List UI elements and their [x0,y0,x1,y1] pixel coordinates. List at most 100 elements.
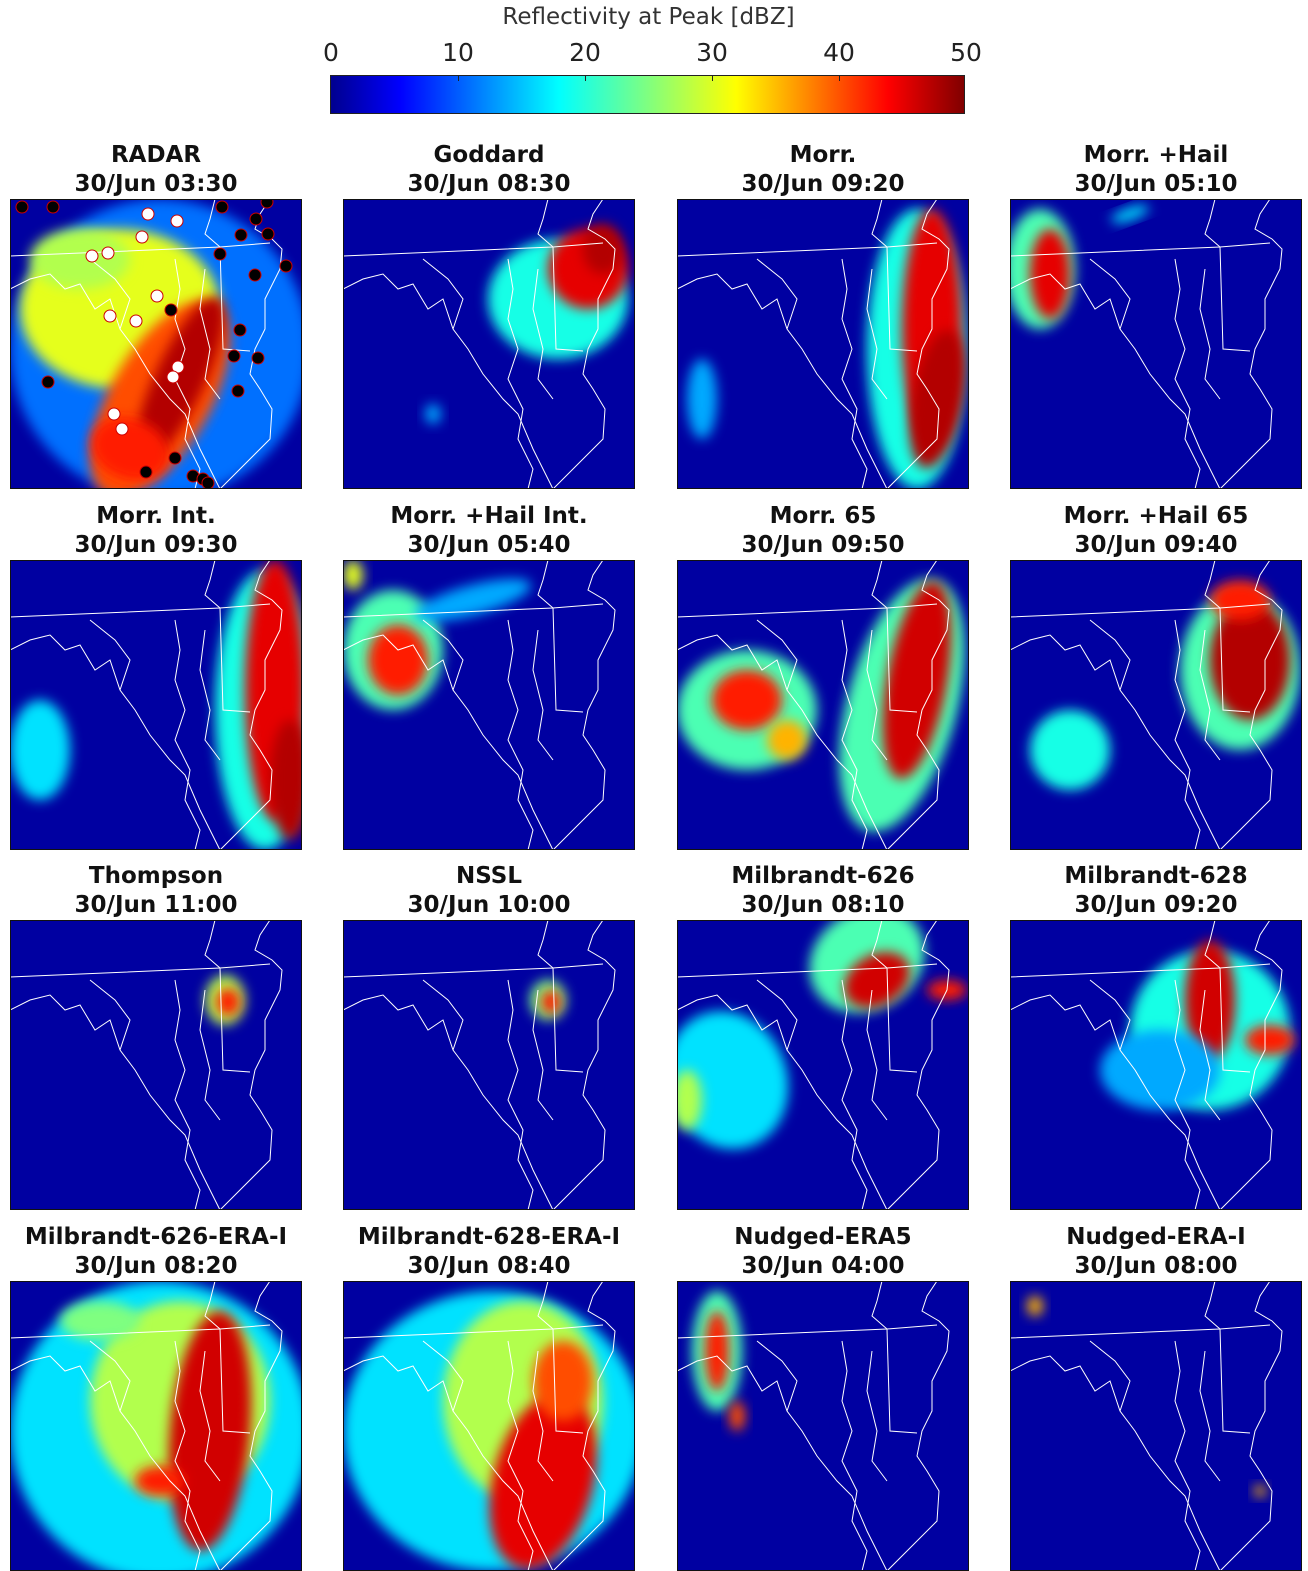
map-panel: Goddard 30/Jun 08:30 [343,142,635,489]
state-boundary [1219,1281,1283,1571]
panel-time: 30/Jun 04:00 [741,1253,905,1279]
wind-report-marker [227,349,241,363]
state-boundary [871,199,888,248]
state-boundary [199,629,221,761]
reflectivity-area [1100,1030,1220,1110]
wind-report-marker [139,465,153,479]
panel-name: Nudged-ERA-I [1066,1224,1246,1250]
state-boundary [199,1350,221,1482]
map-panel: Milbrandt-628 30/Jun 09:20 [1010,863,1302,1210]
panel-name: Morr. [789,142,857,168]
map-frame [1010,560,1302,850]
state-boundary [422,619,464,691]
state-boundary [10,634,221,850]
state-boundary [174,619,201,850]
map-panel: Thompson 30/Jun 11:00 [10,863,302,1210]
panel-title: Goddard 30/Jun 08:30 [323,141,655,199]
state-boundary [1089,979,1131,1051]
state-boundary [1089,1340,1131,1412]
map-frame [677,560,969,850]
panel-name: Nudged-ERA5 [734,1224,912,1250]
map-frame [1010,199,1302,489]
panel-title: Milbrandt-626 30/Jun 08:10 [657,862,989,920]
panel-title: RADAR 30/Jun 03:30 [0,141,322,199]
state-boundary [1199,268,1221,400]
state-boundary [343,634,554,850]
colorbar-tick-label: 10 [442,38,474,67]
reflectivity-area [414,578,532,622]
state-boundary [756,979,798,1051]
state-boundary [871,1281,888,1330]
panel-time: 30/Jun 08:30 [407,171,571,197]
map-panel: Milbrandt-628-ERA-I 30/Jun 08:40 [343,1224,635,1571]
reflectivity-map [677,199,969,489]
colorbar-tick-label: 0 [323,38,339,67]
panel-title: Milbrandt-626-ERA-I 30/Jun 08:20 [0,1223,322,1281]
reflectivity-area [135,296,225,462]
state-boundary [219,246,251,352]
state-boundary [89,258,131,330]
reflectivity-area [705,1311,729,1391]
state-boundary [219,967,251,1073]
panel-time: 30/Jun 08:10 [741,892,905,918]
map-frame [10,920,302,1210]
map-panel: Morr. +Hail 65 30/Jun 09:40 [1010,503,1302,850]
state-boundary [507,979,534,1210]
state-boundary [219,607,251,713]
state-boundary [886,1328,918,1434]
reflectivity-area [1210,580,1270,620]
panel-name: Milbrandt-628 [1064,863,1248,889]
panel-time: 30/Jun 09:30 [74,532,238,558]
panel-time: 30/Jun 08:00 [1074,1253,1238,1279]
reflectivity-map [1010,560,1302,850]
state-boundary [1204,199,1221,248]
state-boundary [1219,246,1251,352]
panel-title: Morr. 65 30/Jun 09:50 [657,502,989,560]
state-boundary [552,967,584,1073]
reflectivity-area [541,990,561,1014]
state-boundary [1174,258,1201,489]
hail-report-marker [107,407,121,421]
state-boundary [219,920,283,1210]
panel-time: 30/Jun 09:50 [741,532,905,558]
state-boundary [174,1340,201,1571]
panel-time: 30/Jun 05:10 [1074,171,1238,197]
state-boundary [871,560,888,609]
state-boundary [537,560,554,609]
state-boundary [1204,560,1221,609]
state-boundary [219,199,283,489]
state-boundary [507,619,534,850]
reflectivity-area [1030,710,1110,790]
panel-name: Milbrandt-626 [731,863,915,889]
panel-name: Morr. +Hail [1083,142,1229,168]
reflectivity-area [583,224,623,274]
state-boundary [507,1340,534,1571]
panel-name: Morr. +Hail Int. [390,503,588,529]
state-boundary [89,619,131,691]
reflectivity-map [677,920,969,1210]
map-panel: RADAR 30/Jun 03:30 [10,142,302,489]
state-boundary [886,246,918,352]
state-boundary [841,619,868,850]
map-panel: Nudged-ERA-I 30/Jun 08:00 [1010,1224,1302,1571]
wind-report-marker [249,212,263,226]
wind-report-marker [164,303,178,317]
panel-title: Morr. Int. 30/Jun 09:30 [0,502,322,560]
panel-name: Milbrandt-626-ERA-I [24,1224,288,1250]
state-boundary [677,273,888,489]
map-panel: NSSL 30/Jun 10:00 [343,863,635,1210]
reflectivity-area [30,229,130,289]
state-boundary [1219,199,1283,489]
hail-report-marker [129,314,143,328]
reflectivity-map [677,1281,969,1571]
state-boundary [219,1281,283,1571]
state-boundary [422,979,464,1051]
map-panel: Milbrandt-626-ERA-I 30/Jun 08:20 [10,1224,302,1571]
map-background [10,920,302,1210]
map-frame [10,199,302,489]
state-boundary [677,994,888,1210]
state-boundary [886,1281,950,1571]
state-boundary [204,560,221,609]
state-boundary [1010,994,1221,1210]
reflectivity-area [1210,600,1290,720]
